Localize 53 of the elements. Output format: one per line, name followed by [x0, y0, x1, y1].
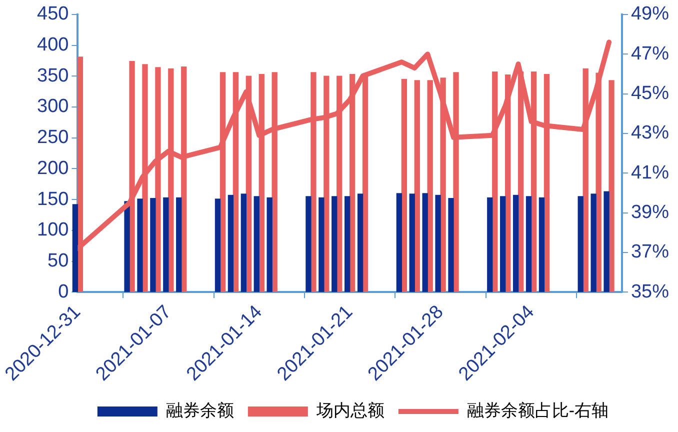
bar [608, 80, 614, 292]
bar [448, 198, 454, 292]
bar [228, 194, 234, 292]
y-tick-label: 300 [37, 96, 69, 118]
y2-tick-label: 35% [630, 281, 670, 302]
bar [254, 196, 260, 292]
bar [401, 78, 407, 292]
y-tick-label: 200 [37, 158, 69, 179]
y2-tick-label: 49% [630, 4, 670, 25]
y2-tick-label: 39% [630, 202, 670, 224]
bar [214, 198, 221, 292]
y-tick-label: 100 [37, 220, 69, 241]
y-tick-label: 0 [58, 281, 69, 302]
y2-tick-label: 45% [630, 82, 670, 104]
bar [332, 196, 338, 292]
y2-tick-label: 47% [630, 43, 670, 64]
bar [72, 204, 78, 292]
bar [526, 196, 532, 292]
legend-label: 场内总额 [315, 401, 384, 420]
bar [124, 201, 130, 292]
y-tick-label: 150 [37, 188, 69, 210]
bar [590, 194, 596, 292]
bar [396, 193, 402, 292]
bar [306, 196, 312, 292]
bar [409, 194, 415, 292]
bar [422, 193, 428, 292]
bar [318, 197, 324, 292]
y-tick-label: 250 [37, 127, 69, 148]
legend-label: 融券余额占比-右轴 [466, 401, 609, 420]
bar [487, 197, 493, 292]
bar [163, 197, 169, 292]
bar [240, 194, 246, 292]
bar [344, 196, 350, 292]
bar [150, 198, 156, 292]
y-tick-label: 400 [37, 34, 69, 56]
bar [512, 194, 519, 292]
bar [414, 80, 420, 292]
y2-tick-label: 43% [630, 122, 670, 144]
y-tick-label: 50 [48, 250, 69, 272]
legend-label: 融券余额 [166, 401, 234, 420]
bar [357, 194, 364, 292]
bar [500, 196, 506, 292]
bar [435, 194, 441, 292]
bar [604, 191, 610, 292]
bar [137, 198, 143, 292]
bar [266, 197, 272, 292]
bar [176, 197, 182, 292]
y2-tick-label: 41% [630, 162, 670, 184]
y-tick-label: 350 [37, 65, 69, 86]
bar [578, 196, 584, 292]
bar [538, 197, 545, 292]
y2-tick-label: 37% [630, 242, 670, 263]
y-tick-label: 450 [37, 4, 69, 25]
